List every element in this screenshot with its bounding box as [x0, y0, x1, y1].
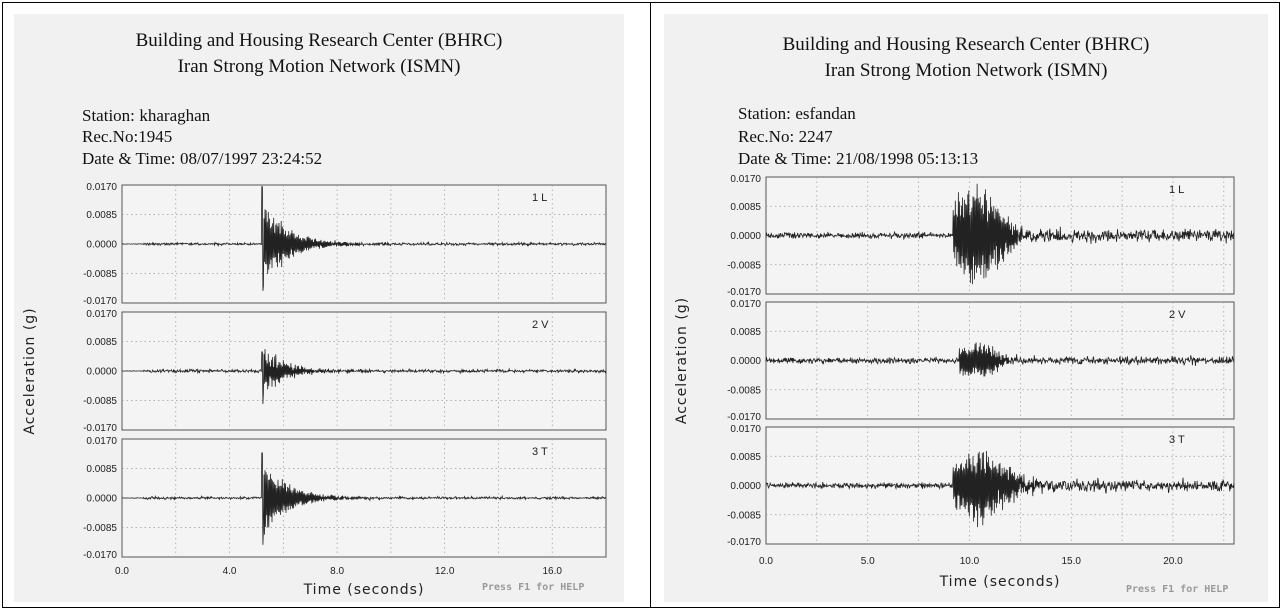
- y-tick-label: 0.0000: [730, 356, 761, 367]
- y-tick-label: -0.0170: [83, 296, 117, 307]
- waveform-trace: [122, 186, 607, 291]
- y-tick-label: 0.0085: [86, 337, 117, 348]
- y-tick-label: -0.0170: [727, 287, 761, 298]
- y-tick-label: 0.0000: [86, 494, 117, 505]
- x-tick-label: 12.0: [435, 566, 455, 577]
- date-time-label: Date & Time:: [82, 149, 176, 168]
- x-tick-label: 4.0: [223, 566, 237, 577]
- y-tick-label: 0.0000: [86, 240, 117, 251]
- date-time-label: Date & Time:: [738, 149, 832, 168]
- record-panel-kharaghan: Building and Housing Research Center (BH…: [14, 14, 624, 602]
- waveform-trace: [765, 450, 1235, 528]
- channel-3-t: 0.0170 0.0085 0.0000 -0.0085 -0.0170 3 T: [727, 424, 1235, 548]
- y-tick-label: -0.0085: [727, 260, 761, 271]
- station-line: Station: kharaghan: [82, 106, 210, 126]
- y-tick-label: 0.0170: [86, 182, 117, 193]
- network-title: Iran Strong Motion Network (ISMN): [177, 56, 461, 77]
- panel-divider: [650, 2, 651, 608]
- station-line: Station: esfandan: [738, 104, 856, 124]
- y-tick-label: 0.0085: [86, 210, 117, 221]
- date-time-value: 21/08/1998 05:13:13: [835, 149, 979, 168]
- record-number-line: Rec.No:1945: [82, 127, 172, 147]
- y-tick-label: 0.0170: [730, 424, 761, 435]
- x-tick-label: 5.0: [861, 556, 875, 567]
- record-number-line: Rec.No: 2247: [738, 127, 833, 147]
- y-tick-label: -0.0170: [83, 423, 117, 434]
- y-tick-label: 0.0000: [730, 481, 761, 492]
- date-time-line: Date & Time: 21/08/1998 05:13:13: [738, 149, 978, 169]
- y-tick-label: -0.0170: [83, 550, 117, 561]
- y-axis-label: Acceleration (g): [22, 307, 38, 434]
- y-tick-label: 0.0170: [730, 174, 761, 185]
- channel-label: 1 L: [1169, 184, 1184, 196]
- channel-3-t: 0.0170 0.0085 0.0000 -0.0085 -0.0170 3 T: [83, 436, 607, 561]
- x-axis-label: Time (seconds): [939, 574, 1061, 590]
- channel-label: 3 T: [532, 446, 548, 458]
- channel-1-l: 0.0170 0.0085 0.0000 -0.0085 -0.0170 1 L: [83, 182, 607, 307]
- y-tick-label: -0.0085: [727, 385, 761, 396]
- waveform-trace: [765, 183, 1235, 285]
- record-number-value: 2247: [798, 127, 833, 146]
- x-tick-label: 15.0: [1061, 556, 1081, 567]
- y-tick-label: 0.0085: [730, 452, 761, 463]
- org-title: Building and Housing Research Center (BH…: [782, 34, 1150, 55]
- record-panel-esfandan: Building and Housing Research Center (BH…: [664, 14, 1268, 602]
- y-tick-label: -0.0085: [83, 396, 117, 407]
- date-time-line: Date & Time: 08/07/1997 23:24:52: [82, 149, 322, 169]
- station-value: esfandan: [795, 104, 856, 123]
- station-value: kharaghan: [139, 106, 211, 125]
- waveform-trace: [121, 452, 607, 545]
- channel-2-v: 0.0170 0.0085 0.0000 -0.0085 -0.0170 2 V: [83, 309, 607, 434]
- y-tick-label: 0.0085: [730, 327, 761, 338]
- station-label: Station:: [82, 106, 135, 125]
- x-tick-label: 20.0: [1163, 556, 1183, 567]
- x-tick-label: 10.0: [960, 556, 980, 567]
- y-tick-label: -0.0085: [83, 523, 117, 534]
- y-tick-label: -0.0170: [727, 412, 761, 423]
- x-axis-label: Time (seconds): [303, 582, 425, 598]
- channel-1-l: 0.0170 0.0085 0.0000 -0.0085 -0.0170 1 L: [727, 174, 1235, 298]
- help-hint: Press F1 for HELP: [482, 582, 585, 593]
- y-tick-label: 0.0000: [86, 367, 117, 378]
- y-tick-label: 0.0085: [730, 202, 761, 213]
- y-tick-label: -0.0170: [727, 537, 761, 548]
- channel-label: 1 L: [532, 192, 547, 204]
- waveform-trace: [765, 342, 1235, 377]
- channel-2-v: 0.0170 0.0085 0.0000 -0.0085 -0.0170 2 V: [727, 299, 1235, 423]
- record-number-label: Rec.No:: [738, 127, 795, 146]
- y-tick-label: -0.0085: [727, 510, 761, 521]
- channel-label: 2 V: [1169, 309, 1186, 321]
- y-tick-label: -0.0085: [83, 269, 117, 280]
- y-tick-label: 0.0000: [730, 231, 761, 242]
- date-time-value: 08/07/1997 23:24:52: [179, 149, 323, 168]
- channel-label: 2 V: [532, 319, 549, 331]
- record-number-value: 1945: [138, 127, 173, 146]
- x-tick-label: 0.0: [115, 566, 129, 577]
- x-tick-label: 16.0: [542, 566, 562, 577]
- help-hint: Press F1 for HELP: [1126, 584, 1229, 595]
- x-tick-label: 8.0: [330, 566, 344, 577]
- y-tick-label: 0.0170: [86, 309, 117, 320]
- channel-label: 3 T: [1169, 434, 1185, 446]
- station-label: Station:: [738, 104, 791, 123]
- waveform-trace: [121, 348, 607, 405]
- y-tick-label: 0.0085: [86, 464, 117, 475]
- network-title: Iran Strong Motion Network (ISMN): [824, 60, 1108, 81]
- y-tick-label: 0.0170: [730, 299, 761, 310]
- org-title: Building and Housing Research Center (BH…: [135, 30, 503, 51]
- record-number-label: Rec.No:: [82, 127, 139, 146]
- y-axis-label: Acceleration (g): [674, 297, 690, 424]
- y-tick-label: 0.0170: [86, 436, 117, 447]
- x-tick-label: 0.0: [759, 556, 773, 567]
